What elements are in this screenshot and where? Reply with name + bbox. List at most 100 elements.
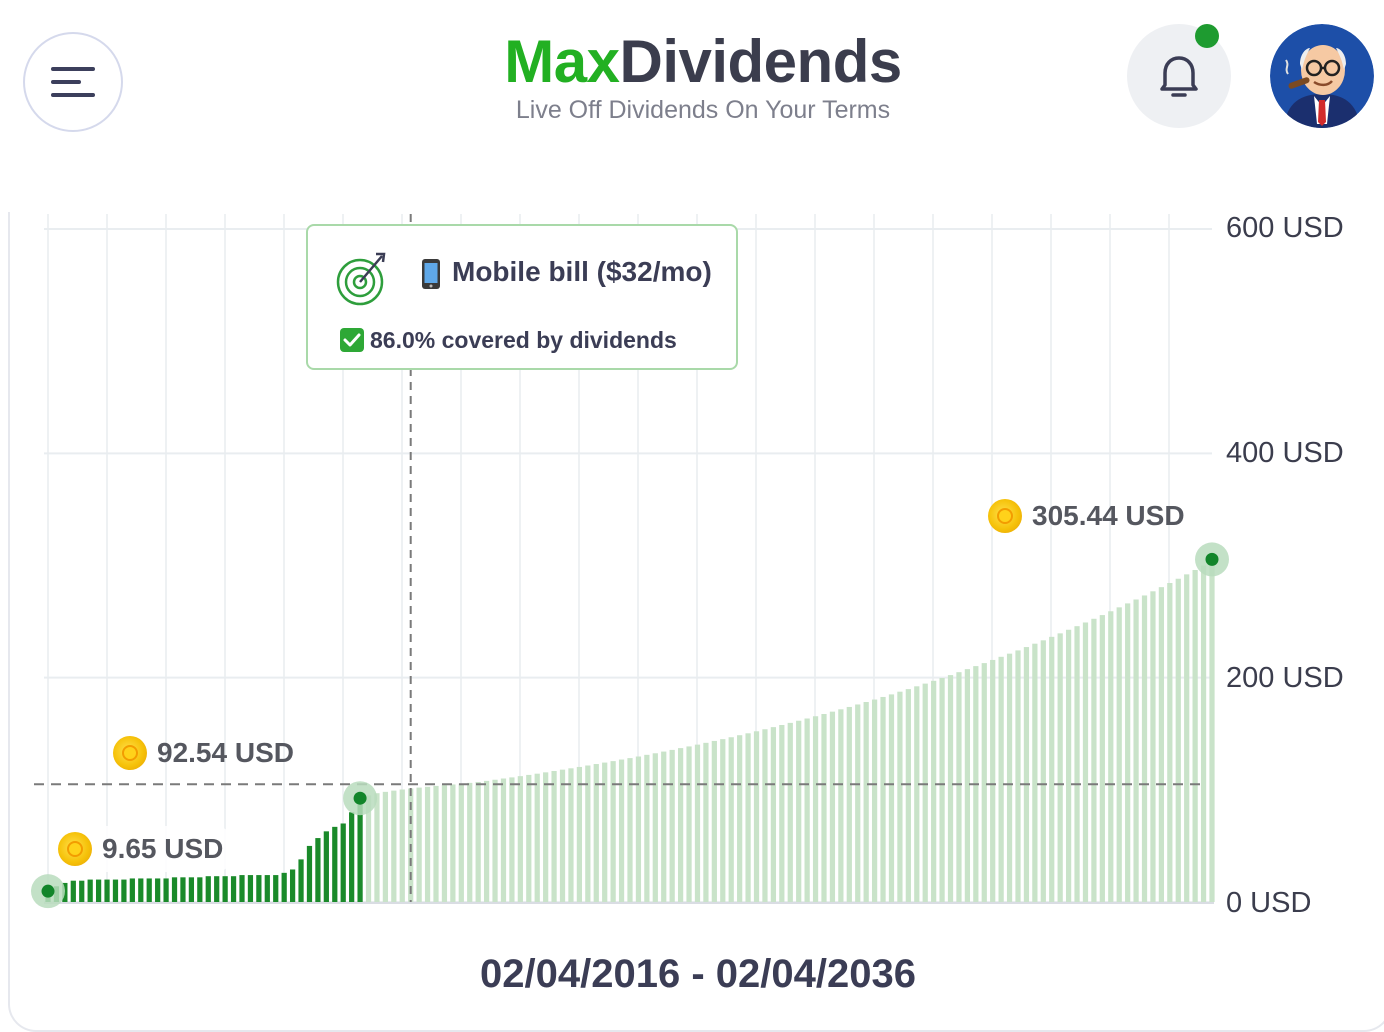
end-value-label: 305.44 USD xyxy=(988,499,1185,533)
menu-button[interactable] xyxy=(23,32,123,132)
chart-bar xyxy=(289,869,296,902)
chart-bar xyxy=(1108,611,1114,902)
chart-bar xyxy=(239,875,245,902)
chart-bar xyxy=(694,744,701,902)
chart-bar xyxy=(703,742,709,902)
chart-bar xyxy=(931,680,937,902)
chart-bar xyxy=(104,879,110,902)
chart-bar xyxy=(821,714,827,902)
brand-logo: MaxDividends Live Off Dividends On Your … xyxy=(400,30,1006,125)
chart-bar xyxy=(1032,643,1038,902)
target-icon xyxy=(336,252,386,306)
chart-bar xyxy=(905,689,911,902)
chart-bar xyxy=(779,725,785,902)
chart-bar xyxy=(593,764,599,902)
chart-bar xyxy=(138,878,144,902)
chart-bar xyxy=(914,686,920,902)
chart-bar xyxy=(1133,599,1139,902)
brand-title-max: Max xyxy=(504,28,620,95)
goal-tooltip: Mobile bill ($32/mo) 86.0% covered by di… xyxy=(306,224,738,370)
chart-bar xyxy=(635,756,642,902)
chart-bar xyxy=(256,875,262,902)
chart-bar xyxy=(956,672,962,902)
chart-bar xyxy=(357,798,363,902)
chart-bar xyxy=(450,784,456,902)
chart-bar xyxy=(787,722,793,902)
notification-badge xyxy=(1195,24,1219,48)
y-tick-label: 0 USD xyxy=(1226,887,1312,919)
chart-bar xyxy=(939,678,945,902)
chart-bar xyxy=(112,879,119,902)
coin-icon xyxy=(988,499,1022,533)
chart-bar xyxy=(745,733,751,902)
chart-bar xyxy=(998,656,1004,902)
chart-bar xyxy=(281,872,287,902)
chart-bar xyxy=(155,878,161,902)
chart-bar xyxy=(1065,629,1072,902)
chart-bar xyxy=(871,699,878,902)
y-tick-label: 200 USD xyxy=(1226,662,1344,694)
chart-bar xyxy=(526,774,532,902)
chart-bar xyxy=(1158,587,1165,902)
chart-bar xyxy=(888,694,895,902)
chart-bar xyxy=(87,879,93,902)
chart-bar xyxy=(492,779,498,902)
chart-bar xyxy=(770,727,777,902)
chart-bar xyxy=(230,876,237,902)
chart-bar xyxy=(483,780,490,902)
chart-bar xyxy=(1074,626,1080,902)
chart-bar xyxy=(543,772,549,902)
chart-bar xyxy=(981,663,987,902)
chart-bar xyxy=(1150,591,1156,902)
start-point xyxy=(41,884,55,898)
chart-bar xyxy=(618,759,625,902)
bell-icon xyxy=(1160,56,1198,97)
chart-bar xyxy=(1125,603,1131,902)
goal-title: Mobile bill ($32/mo) xyxy=(452,256,712,287)
chart-bar xyxy=(214,876,220,902)
chart-bar xyxy=(171,877,178,902)
chart-bar xyxy=(365,795,372,902)
chart-bar xyxy=(382,791,389,902)
chart-bar xyxy=(1116,607,1122,902)
coin-icon xyxy=(58,832,92,866)
chart-bar xyxy=(188,877,195,902)
chart-bar xyxy=(424,786,431,902)
chart-bar xyxy=(1057,633,1063,902)
chart-bar xyxy=(796,720,802,902)
chart-bar xyxy=(602,762,608,902)
chart-bar xyxy=(585,765,591,902)
chart-bar xyxy=(517,776,523,902)
chart-bar xyxy=(500,778,507,902)
brand-title: MaxDividends xyxy=(400,30,1006,94)
brand-title-dividends: Dividends xyxy=(619,28,902,95)
chart-bar xyxy=(947,675,954,902)
mobile-phone-icon xyxy=(422,259,440,289)
chart-bar xyxy=(509,777,515,902)
chart-bar xyxy=(1175,578,1181,902)
chart-bar xyxy=(416,787,422,902)
y-tick-label: 400 USD xyxy=(1226,437,1344,469)
chart-bar xyxy=(720,739,726,902)
chart-bar xyxy=(829,711,836,902)
chart-bar xyxy=(374,793,380,902)
chart-bar xyxy=(762,729,768,902)
avatar[interactable] xyxy=(1270,24,1374,128)
chart-bar xyxy=(897,691,903,902)
chart-bar xyxy=(559,769,566,902)
chart-bar xyxy=(753,731,760,902)
chart-bar xyxy=(1006,653,1013,902)
chart-bar xyxy=(264,875,270,902)
chart-bar xyxy=(551,770,557,902)
chart-bar xyxy=(838,709,844,902)
chart-bar xyxy=(121,879,127,902)
chart-bar xyxy=(273,875,279,902)
chart-bar xyxy=(180,877,186,902)
coin-icon xyxy=(113,736,147,770)
chart-bar xyxy=(1091,618,1097,902)
chart-bar xyxy=(441,785,448,902)
chart-bar xyxy=(315,838,321,902)
chart-bar xyxy=(652,753,658,902)
chart-bar xyxy=(163,878,169,902)
chart-bar xyxy=(855,704,861,902)
